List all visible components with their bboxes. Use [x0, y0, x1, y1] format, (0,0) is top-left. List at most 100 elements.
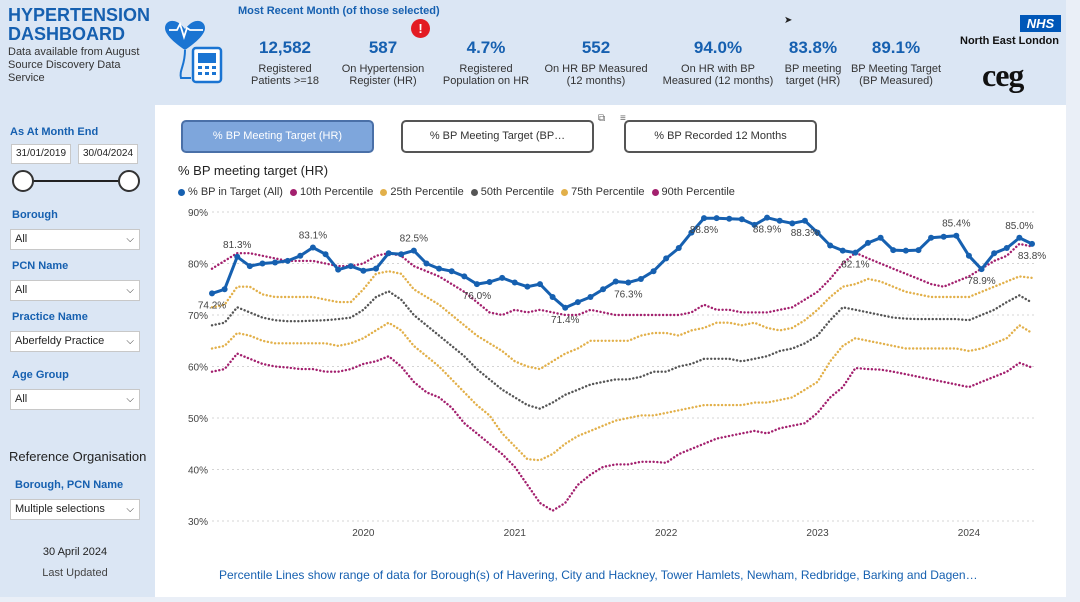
kpi-value: 12,582: [259, 38, 311, 57]
data-point: [272, 259, 279, 266]
legend-item[interactable]: 25th Percentile: [380, 186, 464, 198]
date-start-input[interactable]: 31/01/2019: [11, 144, 71, 164]
data-source-note: Data available from August Source Discov…: [8, 46, 140, 84]
tab-bp-recorded-12m[interactable]: % BP Recorded 12 Months: [624, 120, 817, 153]
age-group-dropdown[interactable]: All ⌵: [10, 389, 140, 410]
legend-item[interactable]: % BP in Target (All): [178, 186, 283, 198]
data-point: [234, 253, 241, 260]
data-point: [473, 281, 480, 288]
data-point: [650, 268, 657, 275]
date-start-handle[interactable]: [12, 170, 34, 192]
legend-item[interactable]: 90th Percentile: [651, 186, 735, 198]
x-tick-label: 2022: [655, 528, 678, 539]
data-point: [284, 257, 291, 264]
borough-dropdown[interactable]: All ⌵: [10, 229, 140, 250]
data-point: [347, 263, 354, 270]
data-point: [764, 214, 771, 221]
date-range-track: [22, 180, 129, 182]
data-label: 82.1%: [841, 260, 869, 271]
legend-item[interactable]: 10th Percentile: [289, 186, 373, 198]
y-tick-label: 50%: [188, 414, 208, 425]
data-point: [297, 252, 304, 259]
mouse-cursor-icon: ➤: [784, 15, 793, 26]
data-point: [928, 234, 935, 241]
legend-swatch: [651, 188, 659, 196]
legend-label: 25th Percentile: [390, 186, 464, 198]
legend-swatch: [380, 188, 388, 196]
data-point: [448, 268, 455, 275]
data-point: [246, 263, 253, 270]
kpi-label: Registered Patients >=18: [251, 63, 319, 87]
series-line: [210, 352, 1034, 512]
data-point: [410, 247, 417, 254]
kpi-value: 83.8%: [788, 38, 838, 57]
legend-item[interactable]: 75th Percentile: [561, 186, 645, 198]
legend-label: 75th Percentile: [571, 186, 645, 198]
date-end-handle[interactable]: [118, 170, 140, 192]
date-end-input[interactable]: 30/04/2024: [78, 144, 138, 164]
data-point: [877, 234, 884, 241]
data-point: [360, 267, 367, 274]
data-point: [562, 304, 569, 311]
data-label: 78.9%: [967, 276, 995, 287]
data-point: [537, 281, 543, 288]
reference-org-dropdown[interactable]: Multiple selections ⌵: [10, 499, 140, 520]
chart-legend: % BP in Target (All) 10th Percentile 25th …: [178, 186, 735, 198]
kpi-label: BP Meeting Target (BP Measured): [850, 63, 942, 87]
data-point: [625, 279, 632, 286]
data-point: [726, 215, 733, 222]
chevron-down-icon: ⌵: [126, 394, 134, 405]
data-point: [915, 247, 922, 254]
tab-bp-target-hr[interactable]: % BP Meeting Target (HR): [181, 120, 374, 153]
pcn-dropdown[interactable]: All ⌵: [10, 280, 140, 301]
practice-dropdown[interactable]: Aberfeldy Practice ⌵: [10, 331, 140, 352]
x-tick-label: 2024: [958, 528, 981, 539]
line-chart: 30% 40% 50% 60% 70% 80% 90% 2020 2021 2022 2023 202…: [188, 208, 1046, 539]
data-point: [436, 265, 443, 272]
filter-icon[interactable]: ≡: [620, 113, 626, 124]
chart-title: % BP meeting target (HR): [178, 163, 329, 178]
data-label: 71.4%: [551, 315, 579, 326]
legend-swatch: [289, 188, 297, 196]
data-point: [776, 217, 783, 224]
nhs-org-name: North East London: [960, 35, 1059, 47]
kpi-label: On Hypertension Register (HR): [341, 63, 425, 87]
chevron-down-icon: ⌵: [126, 234, 134, 245]
data-point: [335, 266, 342, 273]
data-label: 85.0%: [1005, 221, 1033, 232]
header-bar: [0, 0, 1066, 105]
kpi-label: BP meeting target (HR): [784, 63, 842, 87]
data-point: [890, 247, 897, 254]
legend-label: % BP in Target (All): [188, 186, 283, 198]
tab-bp-target-measured[interactable]: % BP Meeting Target (BP…: [401, 120, 594, 153]
legend-swatch: [561, 188, 569, 196]
legend-swatch: [470, 188, 478, 196]
data-point: [827, 242, 834, 249]
x-tick-label: 2021: [504, 528, 527, 539]
alert-icon[interactable]: !: [411, 19, 430, 38]
data-point: [259, 260, 266, 267]
chevron-down-icon: ⌵: [126, 285, 134, 296]
data-point: [953, 232, 960, 239]
pcn-value: All: [15, 284, 28, 296]
data-point: [524, 283, 531, 290]
legend-item[interactable]: 50th Percentile: [470, 186, 554, 198]
kpi-bp-meeting-target-measured: 89.1% BP Meeting Target (BP Measured): [848, 38, 944, 87]
dashboard-title: HYPERTENSION DASHBOARD: [8, 5, 151, 44]
focus-mode-icon[interactable]: ⧉: [598, 113, 606, 124]
data-point: [637, 275, 644, 282]
data-point: [978, 266, 985, 273]
data-point: [385, 250, 392, 257]
data-point: [902, 247, 909, 254]
kpi-hypertension-register: 587 On Hypertension Register (HR): [336, 38, 430, 87]
x-tick-label: 2023: [806, 528, 829, 539]
data-point: [688, 229, 695, 236]
y-tick-label: 80%: [188, 260, 208, 271]
month-end-label: As At Month End: [10, 126, 99, 138]
data-point: [1003, 245, 1010, 252]
pcn-label: PCN Name: [12, 260, 69, 272]
last-updated-label: Last Updated: [42, 567, 108, 579]
data-point: [801, 217, 808, 224]
chevron-down-icon: ⌵: [126, 336, 134, 347]
data-point: [423, 260, 430, 267]
